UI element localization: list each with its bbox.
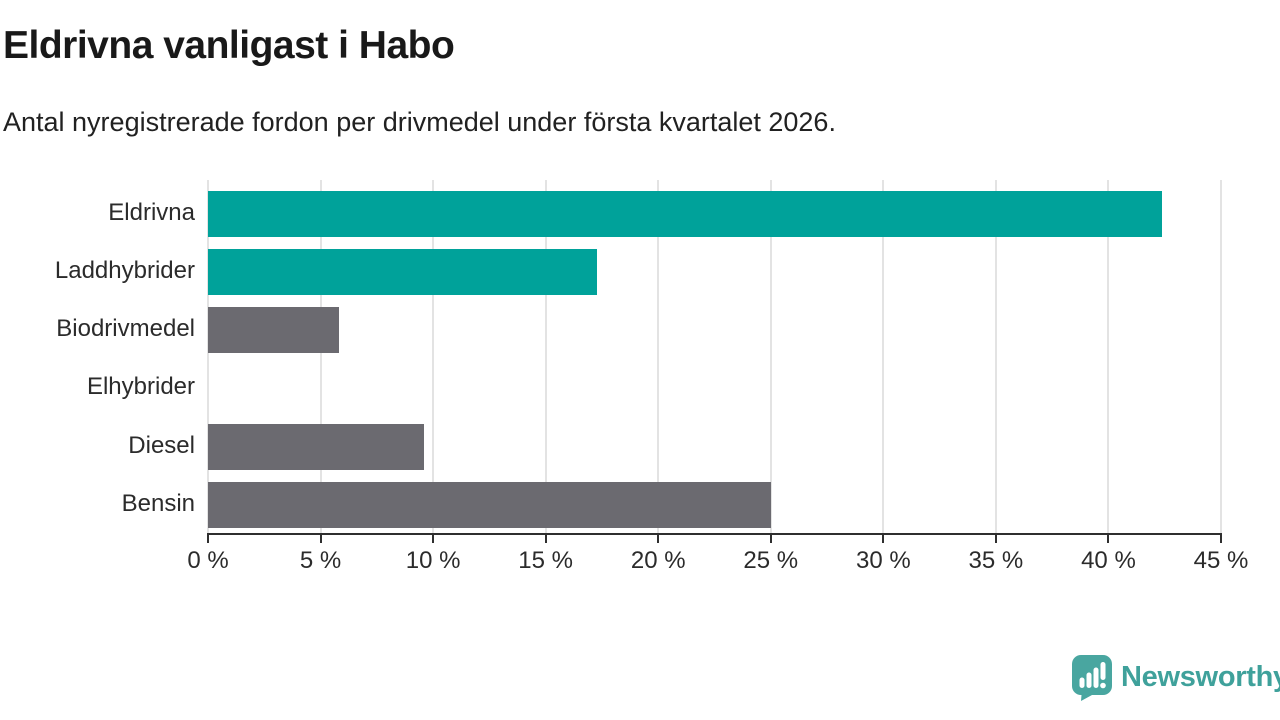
newsworthy-speech-bubble-chart-icon (1072, 655, 1112, 701)
gridline (1220, 180, 1222, 533)
gridline (319, 180, 322, 533)
x-tick-label: 25 % (743, 547, 799, 574)
gridline (882, 180, 885, 533)
gridline (544, 180, 547, 533)
bar-laddhybrider (208, 248, 598, 295)
x-tick-label: 5 % (299, 547, 342, 574)
newsworthy-logo: Newsworthy (1071, 654, 1280, 701)
category-label: Eldrivna (108, 198, 195, 226)
x-axis-tick (1220, 533, 1222, 543)
gridline (207, 180, 209, 533)
bar-eldrivna (208, 190, 1163, 237)
newsworthy-wordmark: Newsworthy (1121, 661, 1280, 693)
x-axis-tick (882, 533, 885, 543)
category-label: Biodrivmedel (56, 315, 195, 343)
x-tick-label: 45 % (1193, 547, 1249, 574)
x-axis-tick (769, 533, 772, 543)
bar-diesel (208, 423, 425, 470)
x-tick-label: 30 % (855, 547, 911, 574)
x-tick-label: 15 % (518, 547, 573, 574)
gridline (657, 180, 660, 533)
x-axis-tick (319, 533, 322, 543)
chart-subtitle: Antal nyregistrerade fordon per drivmede… (3, 107, 836, 137)
bar-bensin (208, 482, 771, 528)
x-axis-line (207, 533, 1222, 535)
gridline (432, 180, 435, 533)
x-axis-tick (544, 533, 547, 543)
category-label: Bensin (121, 490, 195, 517)
x-axis-tick (1107, 533, 1110, 543)
x-axis-tick (657, 533, 660, 543)
category-label: Diesel (128, 431, 195, 459)
x-tick-label: 20 % (630, 547, 686, 574)
category-label: Elhybrider (86, 373, 195, 401)
x-tick-label: 10 % (405, 547, 461, 574)
x-tick-label: 35 % (968, 547, 1024, 574)
x-axis-tick (432, 533, 435, 543)
gridline (994, 180, 997, 533)
gridline (769, 180, 772, 533)
gridline (1107, 180, 1110, 533)
bar-chart-plot-area: Eldrivna Laddhybrider Biodrivmedel Elhybrid… (55, 180, 1248, 574)
x-tick-label: 0 % (187, 547, 229, 574)
x-axis-tick (994, 533, 997, 543)
bar-biodrivmedel (208, 307, 339, 354)
x-tick-label: 40 % (1081, 547, 1136, 574)
x-axis-tick (207, 533, 209, 543)
chart-title: Eldrivna vanligast i Habo (3, 24, 455, 67)
category-label: Laddhybrider (54, 256, 195, 284)
